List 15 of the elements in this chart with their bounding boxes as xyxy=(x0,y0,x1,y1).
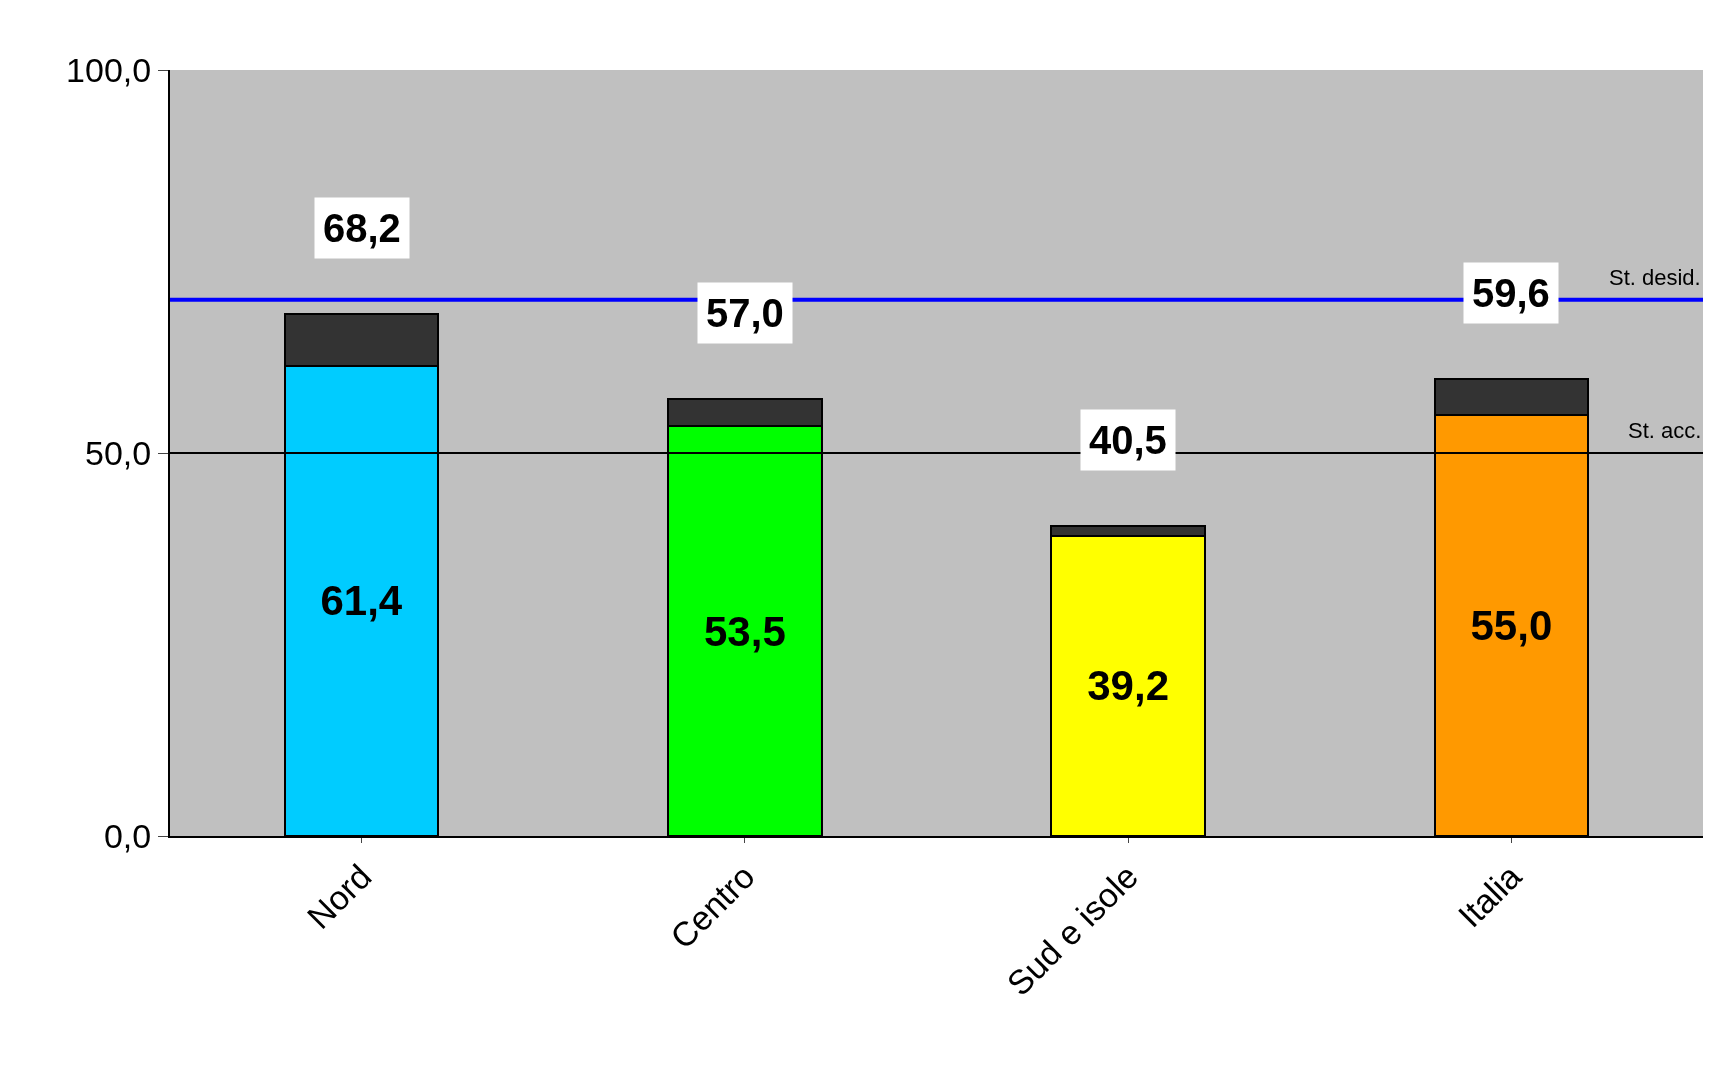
y-tick-label: 100,0 xyxy=(66,50,152,89)
data-label: 55,0 xyxy=(1470,601,1553,649)
x-tick-label: Italia xyxy=(1450,856,1529,935)
data-label: 53,5 xyxy=(704,607,786,655)
total-label: 68,2 xyxy=(323,206,401,250)
y-tick-label: 0,0 xyxy=(103,816,152,855)
total-label: 40,5 xyxy=(1089,418,1167,462)
ref-line-label: St. desid. xyxy=(1609,265,1701,290)
data-label: 39,2 xyxy=(1087,662,1170,710)
data-label: 61,4 xyxy=(320,577,403,625)
total-label: 59,6 xyxy=(1472,271,1550,315)
ref-line-label: St. acc. xyxy=(1628,418,1702,443)
y-tick-label: 50,0 xyxy=(85,433,152,472)
total-label: 57,0 xyxy=(706,291,784,335)
x-tick-label: Sud e isole xyxy=(999,856,1146,1003)
